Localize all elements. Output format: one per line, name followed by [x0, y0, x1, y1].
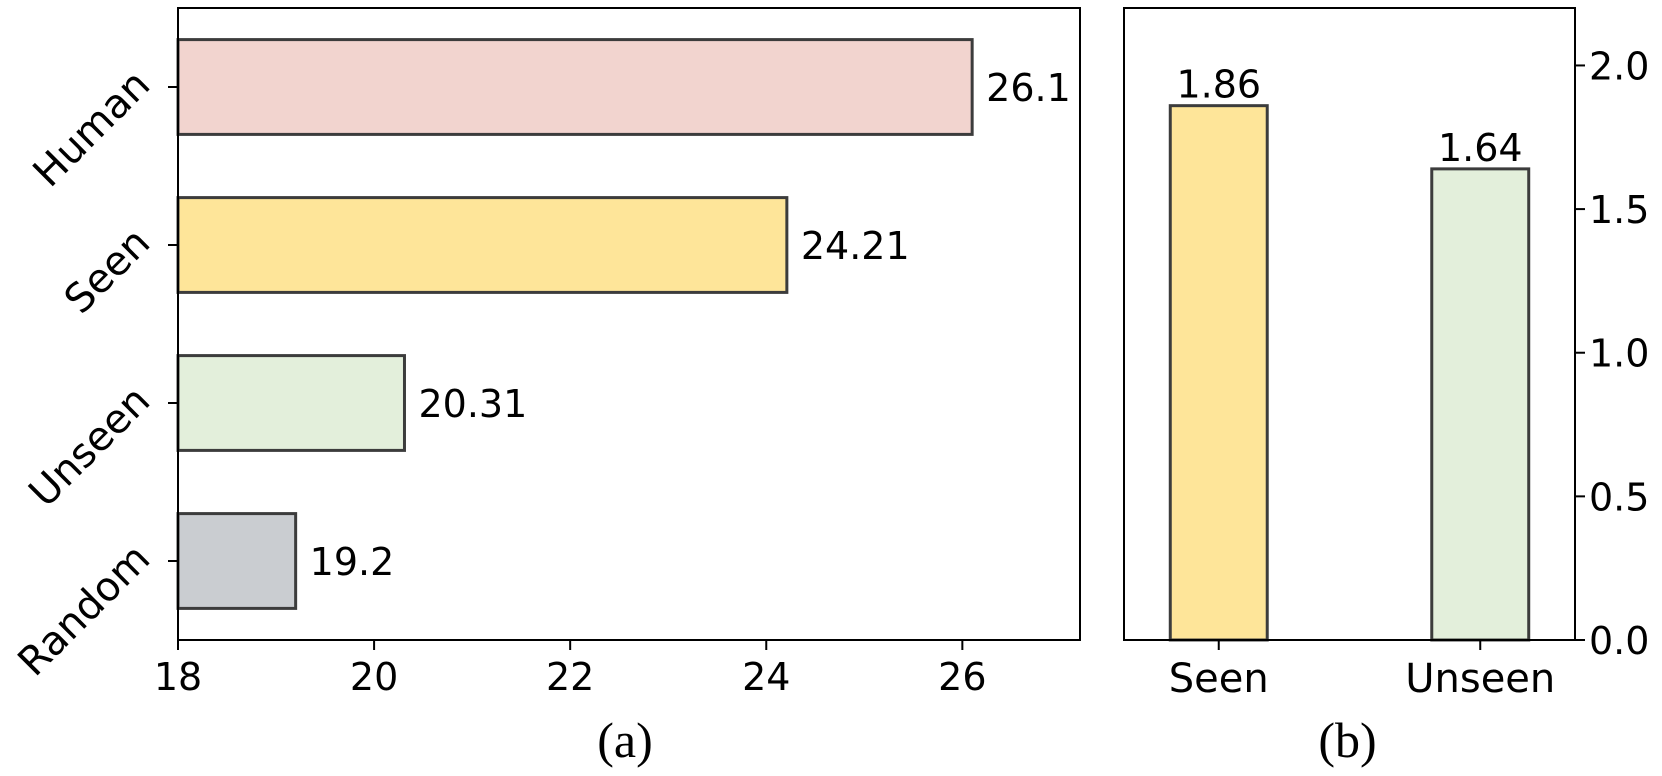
y-tick-label-seen: Seen — [56, 220, 159, 323]
value-label-seen: 24.21 — [801, 224, 910, 268]
panel-b-vertical-bar-chart: 1.86 Seen 1.64 Unseen 0.0 0.5 1.0 1.5 2.0 (b) — [1123, 7, 1649, 768]
value-label-unseen: 20.31 — [418, 382, 527, 426]
value-label-random: 19.2 — [310, 540, 395, 584]
caption-a: (a) — [597, 712, 653, 768]
value-label-seen: 1.86 — [1176, 63, 1261, 107]
value-label-unseen: 1.64 — [1438, 126, 1523, 170]
x-tick-label-18: 18 — [154, 655, 202, 699]
x-tick-label-unseen: Unseen — [1405, 656, 1555, 702]
y-tick-label-2: 1.0 — [1589, 332, 1649, 376]
x-tick-label-seen: Seen — [1169, 656, 1269, 702]
y-tick-label-random: Random — [9, 536, 159, 686]
plot-frame-b — [1123, 7, 1576, 641]
y-tick-label-human: Human — [25, 62, 160, 197]
y-tick-label-1: 0.5 — [1589, 475, 1649, 519]
value-label-human: 26.1 — [986, 66, 1071, 110]
y-tick-label-3: 1.5 — [1589, 188, 1649, 232]
bar-seen — [1168, 104, 1269, 642]
bar-unseen — [176, 354, 406, 452]
x-tick-label-20: 20 — [350, 655, 398, 699]
bar-unseen — [1430, 167, 1531, 642]
y-tick-label-unseen: Unseen — [20, 378, 159, 517]
y-tick-label-0: 0.0 — [1589, 619, 1649, 663]
y-tick-label-4: 2.0 — [1589, 44, 1649, 88]
caption-b: (b) — [1318, 712, 1376, 768]
panel-a-horizontal-bar-chart: 26.1 Human 24.21 Seen 20.31 Unseen 19.2 Random1… — [9, 7, 1081, 768]
bar-human — [176, 38, 974, 136]
x-tick-label-26: 26 — [938, 655, 986, 699]
x-tick-label-22: 22 — [546, 655, 594, 699]
bar-random — [176, 512, 298, 610]
bar-seen — [176, 196, 789, 294]
plot-frame-a — [177, 7, 1081, 641]
x-tick-label-24: 24 — [742, 655, 790, 699]
